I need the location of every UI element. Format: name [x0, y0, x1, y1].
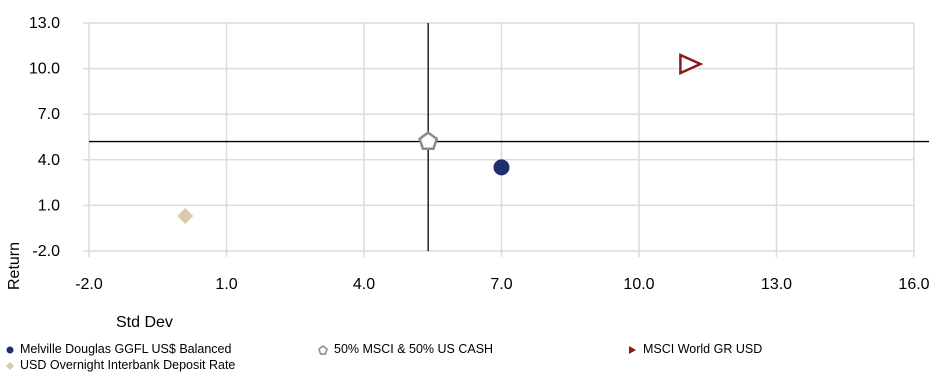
legend-label-balanced: Melville Douglas GGFL US$ Balanced — [20, 342, 232, 356]
data-point-pentagon — [418, 131, 439, 151]
y-tick-label: 10.0 — [29, 61, 60, 78]
y-axis-label: Return — [6, 241, 23, 290]
legend-item-balanced: Melville Douglas GGFL US$ Balanced — [6, 341, 231, 357]
data-point-diamond — [177, 208, 194, 225]
legend-item-msci-world: MSCI World GR USD — [628, 341, 762, 357]
triangle-right-marker-icon — [629, 345, 636, 354]
pentagon-marker-icon — [318, 344, 328, 355]
circle-marker-icon — [6, 346, 14, 354]
data-point-triangle — [679, 53, 704, 75]
x-tick-label: 7.0 — [490, 276, 512, 293]
data-point-circle — [493, 159, 510, 176]
x-tick-label: 16.0 — [898, 276, 929, 293]
y-tick-label: 4.0 — [38, 152, 60, 169]
legend-label-msci-world: MSCI World GR USD — [643, 342, 763, 356]
x-tick-label: 4.0 — [353, 276, 375, 293]
x-tick-label: 13.0 — [761, 276, 792, 293]
legend-item-msci-cash: 50% MSCI & 50% US CASH — [318, 341, 493, 357]
y-tick-label: -2.0 — [32, 243, 60, 260]
x-tick-label: 1.0 — [215, 276, 237, 293]
y-tick-label: 13.0 — [29, 15, 60, 32]
x-axis-label: Std Dev — [116, 314, 173, 331]
legend-item-usd-deposit: USD Overnight Interbank Deposit Rate — [6, 357, 235, 373]
diamond-marker-icon — [6, 361, 14, 370]
legend-label-msci-cash: 50% MSCI & 50% US CASH — [334, 342, 494, 356]
y-tick-label: 7.0 — [38, 106, 60, 123]
legend-label-usd-deposit: USD Overnight Interbank Deposit Rate — [20, 358, 236, 372]
x-tick-label: 10.0 — [623, 276, 654, 293]
x-tick-label: -2.0 — [75, 276, 103, 293]
y-tick-label: 1.0 — [38, 197, 60, 214]
